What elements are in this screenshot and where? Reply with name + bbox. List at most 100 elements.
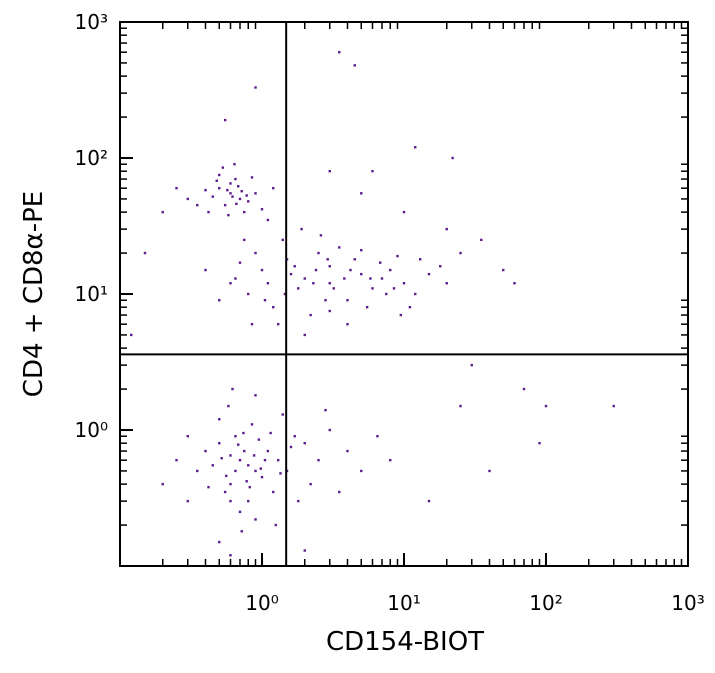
point bbox=[243, 449, 246, 453]
point bbox=[196, 469, 199, 473]
point bbox=[218, 173, 221, 177]
point bbox=[231, 387, 234, 391]
x-tick-label: 10² bbox=[529, 591, 562, 615]
point bbox=[227, 404, 230, 408]
point bbox=[314, 268, 318, 272]
point bbox=[260, 475, 264, 479]
point bbox=[233, 163, 236, 166]
point bbox=[427, 272, 431, 276]
point bbox=[247, 200, 250, 203]
point bbox=[211, 464, 214, 467]
point bbox=[470, 363, 473, 367]
point bbox=[234, 177, 237, 181]
point bbox=[254, 192, 257, 195]
point bbox=[312, 282, 315, 285]
point bbox=[389, 458, 392, 462]
point bbox=[223, 118, 227, 122]
point bbox=[353, 258, 356, 261]
point bbox=[229, 282, 232, 285]
point bbox=[445, 227, 448, 231]
point bbox=[259, 467, 262, 470]
point bbox=[272, 186, 275, 190]
point bbox=[309, 482, 312, 486]
point bbox=[338, 246, 341, 249]
point bbox=[371, 287, 374, 290]
point bbox=[229, 192, 232, 195]
point bbox=[502, 268, 505, 272]
point bbox=[281, 238, 284, 242]
point bbox=[207, 210, 210, 214]
point bbox=[250, 322, 254, 326]
point bbox=[612, 404, 615, 408]
y-tick-label: 10² bbox=[75, 146, 108, 170]
point bbox=[328, 169, 331, 173]
point bbox=[143, 251, 147, 255]
point bbox=[328, 309, 331, 313]
point bbox=[204, 188, 207, 192]
point bbox=[221, 166, 225, 169]
point bbox=[399, 313, 403, 317]
point bbox=[175, 458, 178, 462]
x-tick-label: 10¹ bbox=[387, 591, 420, 615]
point bbox=[234, 277, 237, 280]
point bbox=[317, 458, 320, 462]
plot-frame bbox=[119, 21, 689, 567]
point bbox=[254, 469, 257, 473]
point bbox=[293, 435, 296, 438]
point bbox=[272, 305, 275, 309]
point bbox=[266, 282, 270, 285]
point bbox=[328, 265, 331, 268]
point bbox=[480, 238, 483, 242]
point bbox=[274, 523, 277, 527]
point bbox=[234, 435, 237, 438]
point bbox=[227, 213, 230, 217]
point bbox=[266, 449, 270, 453]
point bbox=[332, 287, 335, 290]
point bbox=[238, 197, 242, 201]
point bbox=[218, 540, 221, 544]
point bbox=[324, 299, 327, 302]
point bbox=[247, 499, 250, 503]
point bbox=[418, 258, 422, 261]
point bbox=[266, 218, 270, 222]
point bbox=[238, 510, 242, 514]
point bbox=[223, 203, 227, 207]
point bbox=[245, 194, 248, 197]
point bbox=[242, 431, 245, 435]
point bbox=[402, 210, 406, 214]
point bbox=[303, 549, 306, 552]
point bbox=[451, 156, 454, 160]
point bbox=[379, 261, 382, 264]
point bbox=[276, 322, 280, 326]
point bbox=[513, 282, 516, 285]
point bbox=[243, 210, 246, 214]
point bbox=[161, 482, 164, 486]
point bbox=[414, 146, 417, 149]
point bbox=[402, 282, 406, 285]
point bbox=[459, 251, 462, 255]
point bbox=[260, 268, 264, 272]
point bbox=[380, 277, 384, 280]
point bbox=[229, 482, 232, 486]
point bbox=[204, 268, 207, 272]
point bbox=[369, 277, 372, 280]
point bbox=[223, 490, 227, 494]
point bbox=[283, 292, 287, 296]
y-axis-title: CD4 + CD8α-PE bbox=[19, 191, 49, 397]
point bbox=[309, 313, 312, 317]
point bbox=[319, 234, 323, 237]
point bbox=[343, 277, 346, 280]
point bbox=[389, 268, 392, 272]
point bbox=[360, 469, 363, 473]
point bbox=[238, 261, 242, 264]
point bbox=[338, 490, 341, 494]
point bbox=[289, 272, 293, 276]
point bbox=[303, 441, 306, 445]
point bbox=[360, 272, 363, 276]
point bbox=[254, 394, 257, 397]
point bbox=[248, 485, 251, 489]
point bbox=[237, 185, 240, 188]
point bbox=[360, 192, 363, 195]
point bbox=[186, 197, 189, 201]
point bbox=[293, 265, 296, 268]
